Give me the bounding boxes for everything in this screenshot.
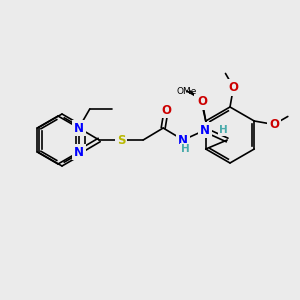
Text: O: O <box>229 81 238 94</box>
Text: N: N <box>178 134 188 146</box>
Text: N: N <box>74 146 84 158</box>
Text: O: O <box>196 92 206 106</box>
Text: N: N <box>200 124 210 136</box>
Text: OMe: OMe <box>177 86 197 95</box>
Text: S: S <box>117 134 125 146</box>
Text: N: N <box>74 122 84 134</box>
Text: H: H <box>181 144 190 154</box>
Text: O: O <box>197 95 207 108</box>
Text: O: O <box>269 118 279 131</box>
Text: H: H <box>219 125 228 135</box>
Text: O: O <box>161 103 171 116</box>
